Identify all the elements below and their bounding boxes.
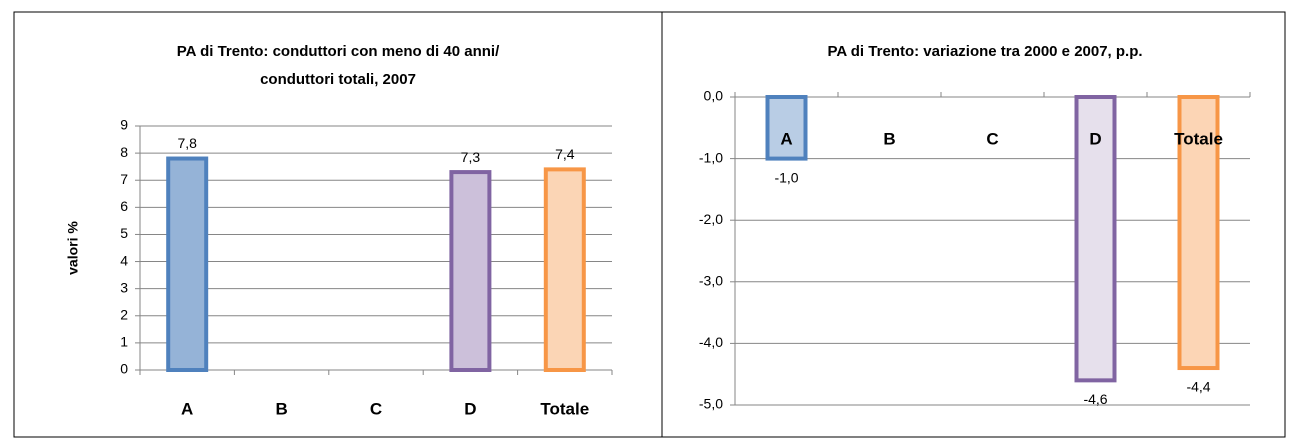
y-tick-label: 0,0: [704, 88, 724, 104]
y-tick-label: 3: [120, 279, 128, 295]
x-tick-label: D: [464, 399, 476, 418]
bar: [543, 167, 586, 372]
y-tick-label: -5,0: [699, 396, 723, 412]
bar: [1177, 95, 1220, 371]
y-tick-label: 9: [120, 117, 128, 133]
value-label: 7,4: [555, 146, 575, 162]
bar: [765, 95, 808, 161]
value-label: 7,3: [461, 149, 481, 165]
value-label: -1,0: [774, 169, 798, 185]
y-tick-label: -2,0: [699, 211, 723, 227]
value-label: -4,6: [1083, 391, 1107, 407]
y-tick-label: 5: [120, 225, 128, 241]
y-tick-label: 4: [120, 252, 128, 268]
value-label: -4,4: [1186, 379, 1210, 395]
y-tick-label: 6: [120, 198, 128, 214]
y-tick-label: 1: [120, 334, 128, 350]
y-tick-label: 2: [120, 306, 128, 322]
y-tick-label: 7: [120, 171, 128, 187]
y-tick-label: 0: [120, 361, 128, 377]
value-label: 7,8: [177, 135, 197, 151]
y-axis-label: valori %: [65, 221, 81, 275]
bar: [449, 170, 492, 372]
x-tick-label: Totale: [1174, 129, 1223, 148]
y-tick-label: 8: [120, 144, 128, 160]
x-tick-label: B: [275, 399, 287, 418]
x-tick-label: A: [181, 399, 193, 418]
x-tick-label: C: [986, 129, 998, 148]
x-tick-label: C: [370, 399, 382, 418]
chart-title: PA di Trento: conduttori con meno di 40 …: [177, 43, 500, 60]
y-tick-label: -4,0: [699, 334, 723, 350]
bar: [1074, 95, 1117, 383]
chart-title: PA di Trento: variazione tra 2000 e 2007…: [827, 43, 1142, 60]
x-tick-label: Totale: [540, 399, 589, 418]
x-tick-label: A: [780, 129, 792, 148]
x-tick-label: B: [883, 129, 895, 148]
y-tick-label: -1,0: [699, 149, 723, 165]
chart-title: conduttori totali, 2007: [260, 71, 416, 88]
x-tick-label: D: [1089, 129, 1101, 148]
y-tick-label: -3,0: [699, 273, 723, 289]
bar: [166, 156, 209, 372]
